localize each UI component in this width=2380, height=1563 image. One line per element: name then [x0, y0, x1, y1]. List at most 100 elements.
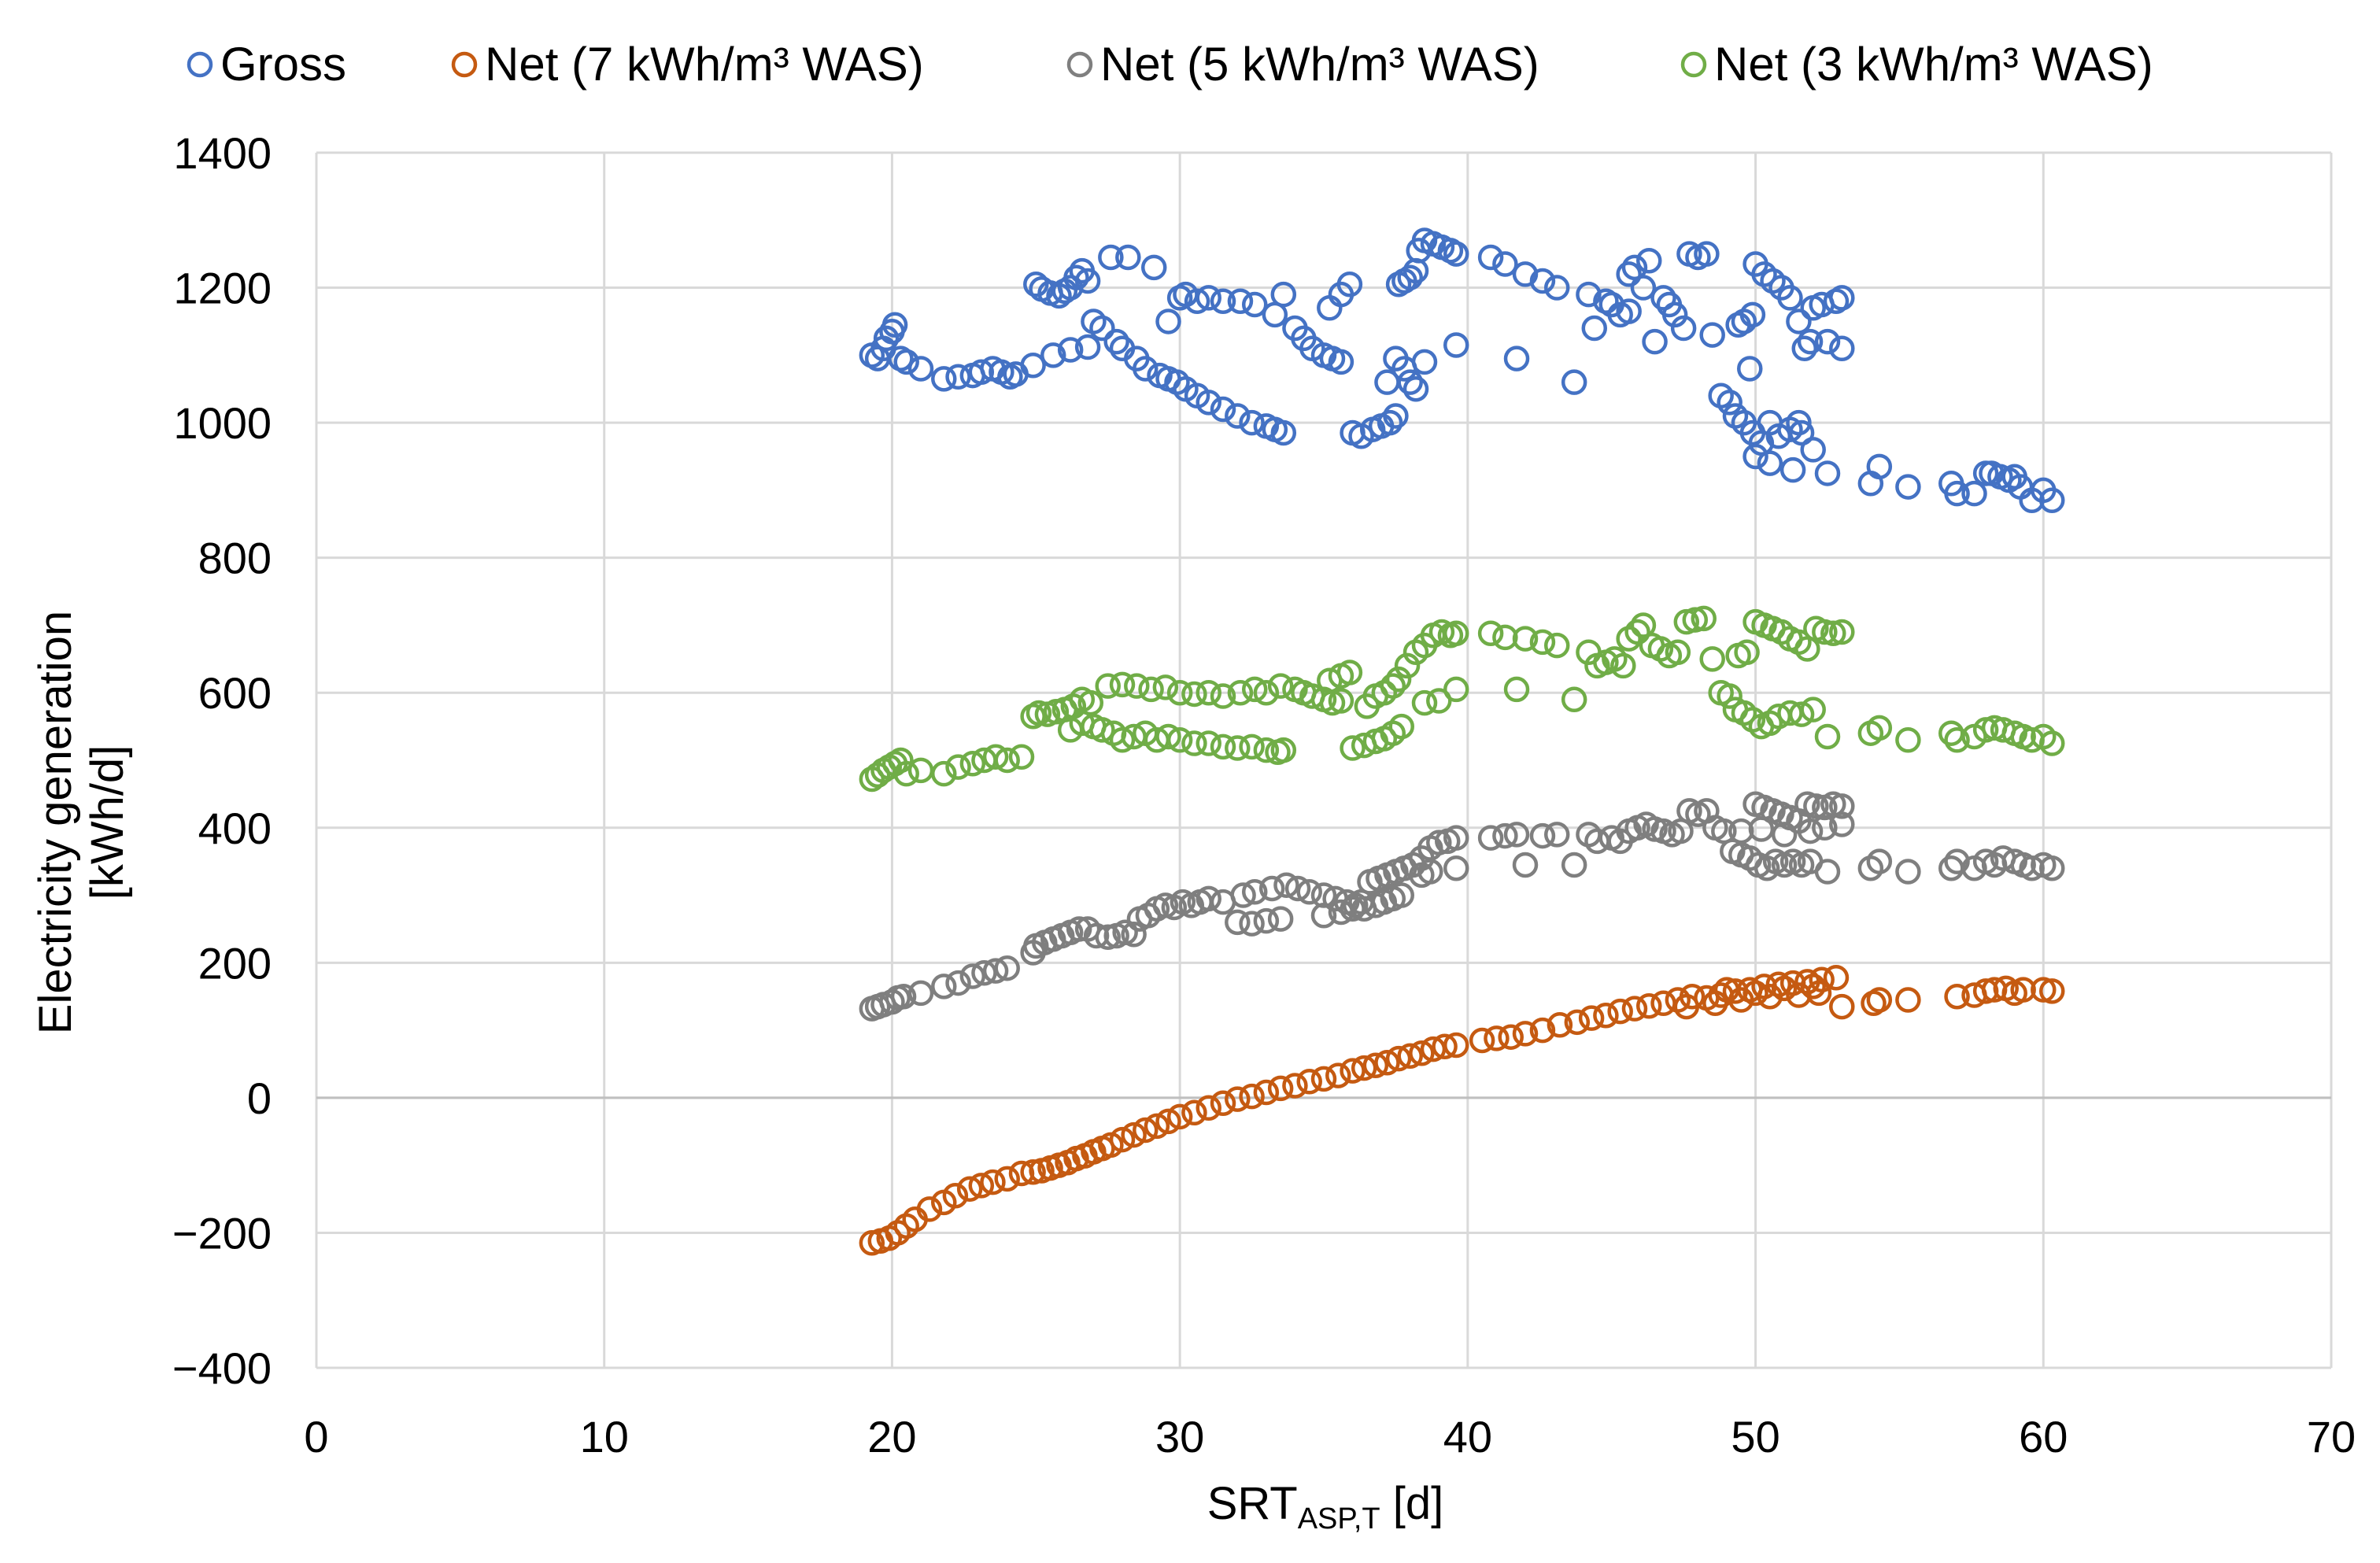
- data-point: [873, 325, 900, 352]
- data-point: [1829, 811, 1855, 837]
- data-point: [1944, 983, 1970, 1010]
- data-point: [1340, 1058, 1366, 1084]
- y-tick-label: 600: [198, 668, 272, 718]
- data-point: [1944, 727, 1970, 753]
- data-point: [1492, 624, 1518, 651]
- x-tick-label: 70: [2307, 1412, 2356, 1461]
- data-point: [1310, 882, 1337, 908]
- data-point: [1282, 1073, 1308, 1099]
- data-point: [931, 366, 957, 392]
- data-point: [931, 760, 957, 787]
- data-point: [1944, 480, 1970, 507]
- data-point: [2031, 977, 2057, 1003]
- data-point: [1593, 1002, 1619, 1029]
- data-point: [1417, 859, 1443, 885]
- data-point: [1103, 328, 1129, 355]
- x-tick-label: 20: [867, 1412, 916, 1461]
- data-point: [1670, 315, 1697, 342]
- data-point: [1340, 735, 1366, 761]
- data-point: [1181, 681, 1207, 708]
- y-tick-label: 0: [247, 1073, 272, 1123]
- data-point: [1812, 619, 1838, 645]
- data-point: [907, 980, 934, 1007]
- legend-label: Net (3 kWh/m³ WAS): [1714, 38, 2153, 91]
- data-point: [1492, 251, 1518, 277]
- data-point: [879, 988, 905, 1015]
- data-point: [1636, 247, 1662, 274]
- data-point: [1814, 859, 1841, 885]
- data-point: [1607, 998, 1633, 1025]
- data-point: [1895, 859, 1921, 885]
- data-point: [1529, 268, 1556, 294]
- data-point: [1241, 291, 1268, 318]
- data-point: [1253, 907, 1280, 934]
- data-point: [1866, 715, 1893, 741]
- data-point: [1788, 701, 1815, 727]
- data-point: [1829, 619, 1855, 645]
- data-point: [1383, 403, 1409, 429]
- data-point: [1443, 241, 1469, 267]
- series-2-group: [859, 964, 2065, 1256]
- data-point: [2019, 855, 2045, 881]
- data-point: [1239, 911, 1265, 937]
- data-point: [1800, 437, 1826, 463]
- data-point: [1328, 899, 1354, 926]
- legend-marker: [187, 51, 213, 78]
- data-point: [1734, 639, 1760, 666]
- data-point: [1138, 676, 1164, 703]
- data-point: [1895, 987, 1921, 1013]
- data-point: [1866, 848, 1893, 874]
- data-point: [1797, 328, 1824, 355]
- data-point: [1184, 288, 1210, 314]
- series-4-group: [859, 605, 2065, 793]
- data-point: [1694, 241, 1720, 267]
- data-point: [1576, 281, 1602, 308]
- data-point: [1786, 309, 1812, 334]
- data-point: [994, 1166, 1020, 1192]
- data-point: [1388, 882, 1414, 908]
- data-point: [1812, 815, 1838, 841]
- data-point: [1095, 673, 1121, 699]
- x-axis-title: SRTASP,T [d]: [1207, 1478, 1443, 1535]
- x-axis-title-main: SRT: [1207, 1478, 1298, 1529]
- data-point: [1621, 996, 1648, 1022]
- data-point: [1196, 390, 1221, 416]
- data-point: [1426, 688, 1452, 714]
- data-point: [1253, 679, 1280, 706]
- data-point: [1636, 992, 1662, 1019]
- data-point: [1227, 679, 1254, 706]
- data-point: [1543, 275, 1570, 301]
- data-point: [1402, 375, 1429, 402]
- data-point: [1385, 666, 1412, 693]
- y-tick-label: 1200: [173, 264, 272, 313]
- data-point: [1152, 674, 1179, 700]
- data-point: [1155, 1108, 1181, 1135]
- data-point: [1477, 620, 1504, 646]
- data-point: [1109, 671, 1136, 698]
- x-tick-label: 50: [1731, 1412, 1779, 1461]
- data-point: [1121, 1121, 1147, 1148]
- data-point: [1020, 352, 1046, 379]
- data-point: [1040, 342, 1066, 368]
- series-3-group: [859, 791, 2065, 1022]
- data-point: [1239, 409, 1265, 436]
- data-point: [1380, 673, 1406, 699]
- data-point: [1748, 816, 1775, 842]
- data-point: [1210, 396, 1236, 423]
- data-point: [1477, 825, 1504, 851]
- x-axis-ticks: 0 10 20 30 40 50 60 70: [304, 1412, 2356, 1461]
- legend-label: Gross: [220, 38, 346, 91]
- data-point: [1529, 1017, 1556, 1044]
- data-point: [1426, 830, 1452, 855]
- data-point: [1443, 332, 1469, 358]
- data-point: [1336, 272, 1363, 297]
- data-point: [1374, 1050, 1400, 1076]
- x-axis-title-subscript: ASP,T: [1298, 1502, 1380, 1535]
- data-point: [1140, 254, 1167, 281]
- series-1-group: [859, 227, 2065, 514]
- data-point: [2010, 977, 2036, 1003]
- data-point: [1397, 1043, 1423, 1069]
- y-tick-label: 800: [198, 534, 272, 583]
- data-point: [1074, 268, 1101, 294]
- data-point: [1225, 735, 1251, 761]
